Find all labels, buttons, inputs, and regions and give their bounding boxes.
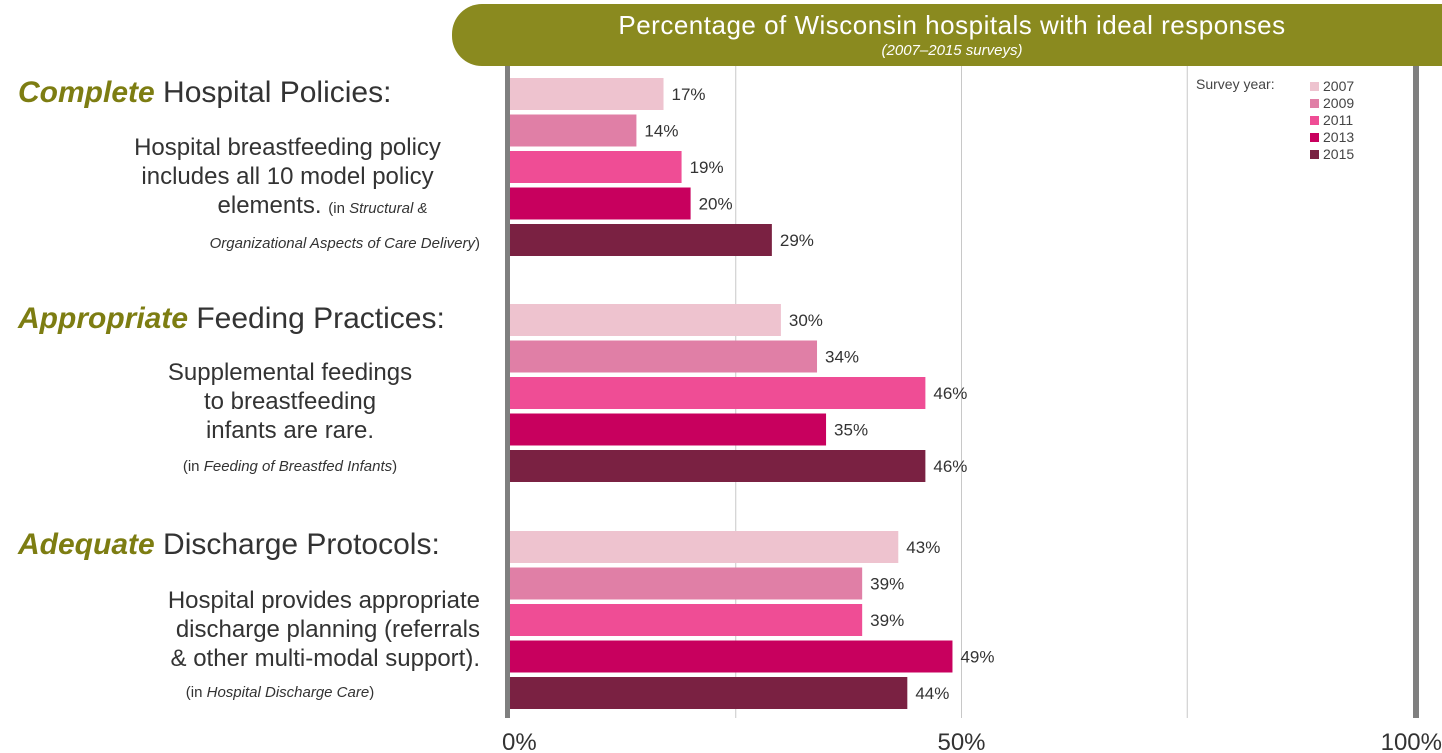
desc-line: Hospital breastfeeding policy xyxy=(134,134,441,161)
desc-line: includes all 10 model policy xyxy=(141,163,434,190)
chart-title-banner xyxy=(452,4,1442,66)
legend-swatch xyxy=(1310,99,1319,108)
legend-text: 2013 xyxy=(1323,129,1355,145)
chart-subtitle: (2007–2015 surveys) xyxy=(881,42,1023,59)
data-label: 17% xyxy=(672,85,706,104)
bar-2011 xyxy=(510,377,926,409)
bar-2009 xyxy=(510,114,637,147)
bar-2015 xyxy=(510,450,926,482)
legend-item-2015: 2015 xyxy=(1310,146,1354,162)
group-title-feeding: Appropriate Feeding Practices: xyxy=(18,302,445,336)
group-description-feeding: Supplemental feedings to breastfeeding i… xyxy=(120,358,460,445)
group-keyword: Complete xyxy=(18,76,155,109)
bar-2007 xyxy=(510,78,664,110)
right-axis-line xyxy=(1413,66,1419,718)
source-note-feeding: (in Feeding of Breastfed Infants) xyxy=(120,458,460,475)
legend-swatch xyxy=(1310,82,1319,91)
source-note: (in Structural & xyxy=(328,200,427,217)
bar-2011 xyxy=(510,604,863,636)
bar-2013 xyxy=(510,640,953,673)
legend-text: 2007 xyxy=(1323,78,1355,94)
group-keyword: Appropriate xyxy=(18,302,189,335)
data-label: 43% xyxy=(906,538,940,557)
legend-swatch xyxy=(1310,150,1319,159)
data-label: 35% xyxy=(834,421,868,440)
y-axis-line xyxy=(505,66,510,718)
bar-2011 xyxy=(510,151,682,183)
group-title-rest: Hospital Policies: xyxy=(154,76,392,109)
bar-2013 xyxy=(510,187,691,220)
group-description-policies: Hospital breastfeeding policy includes a… xyxy=(95,133,480,223)
data-label: 14% xyxy=(644,122,678,141)
legend-item-2013: 2013 xyxy=(1310,129,1354,145)
desc-line: discharge planning (referrals xyxy=(175,616,480,643)
bar-2015 xyxy=(510,224,772,256)
source-prefix: (in xyxy=(182,458,204,475)
source-prefix: (in xyxy=(328,200,350,217)
source-suffix: ) xyxy=(392,458,398,475)
source-note-line2: Organizational Aspects of Care Delivery) xyxy=(96,235,480,252)
legend-text: 2009 xyxy=(1323,95,1355,111)
data-label: 30% xyxy=(789,311,823,330)
legend-text: 2015 xyxy=(1323,146,1355,162)
data-label: 34% xyxy=(825,348,859,367)
desc-line: elements. (in Structural & xyxy=(95,191,480,223)
desc-line: Hospital provides appropriate xyxy=(167,587,480,614)
chart-title: Percentage of Wisconsin hospitals with i… xyxy=(618,10,1286,40)
desc-line-text: elements. xyxy=(217,192,322,219)
legend-swatch xyxy=(1310,133,1319,142)
bar-2015 xyxy=(510,677,908,709)
group-keyword: Adequate xyxy=(18,528,155,561)
legend-item-2007: 2007 xyxy=(1310,78,1354,94)
legend-item-2011: 2011 xyxy=(1310,112,1353,128)
group-title-policies: Complete Hospital Policies: xyxy=(18,76,391,110)
x-tick-label: 0% xyxy=(502,729,537,753)
source-note-discharge: (in Hospital Discharge Care) xyxy=(100,684,460,701)
desc-line: to breastfeeding xyxy=(203,388,377,415)
desc-line: Supplemental feedings xyxy=(167,359,413,386)
bar-2007 xyxy=(510,531,899,563)
data-label: 39% xyxy=(870,611,904,630)
bar-2007 xyxy=(510,304,781,336)
desc-line: infants are rare. xyxy=(205,417,375,444)
x-tick-label: 50% xyxy=(937,729,985,753)
source-italic: Hospital Discharge Care xyxy=(206,684,370,701)
data-label: 19% xyxy=(690,158,724,177)
bar-2013 xyxy=(510,413,827,446)
bar-2009 xyxy=(510,340,818,373)
legend-text: 2011 xyxy=(1323,112,1354,128)
desc-line: & other multi-modal support). xyxy=(170,645,480,672)
source-suffix: ) xyxy=(369,684,375,701)
x-tick-label: 100% xyxy=(1381,729,1442,753)
data-label: 49% xyxy=(960,648,994,667)
data-label: 46% xyxy=(933,457,967,476)
source-italic: Organizational Aspects of Care Delivery xyxy=(209,235,475,252)
data-label: 39% xyxy=(870,575,904,594)
data-label: 44% xyxy=(915,684,949,703)
group-title-rest: Discharge Protocols: xyxy=(154,528,440,561)
data-label: 29% xyxy=(780,231,814,250)
legend-item-2009: 2009 xyxy=(1310,95,1354,111)
group-title-rest: Feeding Practices: xyxy=(188,302,445,335)
source-prefix: (in xyxy=(185,684,207,701)
data-label: 20% xyxy=(699,195,733,214)
data-label: 46% xyxy=(933,384,967,403)
bar-2009 xyxy=(510,567,863,600)
source-italic: Feeding of Breastfed Infants xyxy=(203,458,393,475)
legend-swatch xyxy=(1310,116,1319,125)
legend-label: Survey year: xyxy=(1196,76,1275,92)
source-suffix: ) xyxy=(475,235,480,252)
group-title-discharge: Adequate Discharge Protocols: xyxy=(18,528,440,562)
group-description-discharge: Hospital provides appropriate discharge … xyxy=(100,586,480,673)
source-italic: Structural & xyxy=(349,200,428,217)
